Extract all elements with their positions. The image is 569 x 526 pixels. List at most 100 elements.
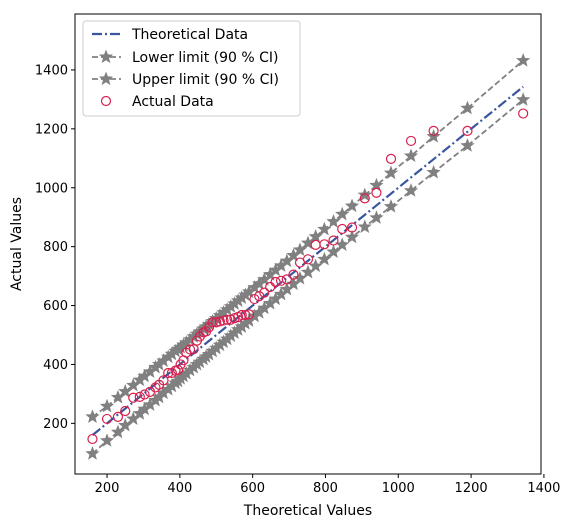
lower-limit-point	[220, 331, 235, 346]
y-axis-ticks: 200 400 600 800 1000 1200 1400	[35, 63, 75, 432]
lower-limit-point	[161, 381, 176, 396]
actual-data-point	[87, 433, 98, 445]
actual-data-point	[163, 367, 174, 379]
upper-limit-point	[369, 177, 384, 192]
upper-limit-point	[335, 206, 350, 221]
upper-limit-point	[234, 290, 249, 304]
upper-limit-point	[403, 148, 419, 163]
actual-data-point	[328, 235, 339, 246]
lower-limit-point	[326, 244, 341, 259]
upper-limit-point	[132, 372, 147, 387]
upper-limit-point	[230, 293, 246, 307]
lower-limit-point	[148, 392, 163, 407]
legend-star-lower	[98, 49, 114, 64]
actual-data-point	[270, 276, 281, 288]
lower-limit-point	[205, 343, 220, 358]
upper-limit-point	[223, 299, 238, 313]
upper-limit-point	[383, 165, 399, 180]
actual-data-point	[172, 364, 184, 376]
actual-data-point	[254, 291, 265, 302]
upper-limit-point	[273, 258, 289, 272]
upper-limit-point	[156, 353, 171, 367]
upper-limit-point	[99, 398, 115, 413]
actual-data-point	[265, 281, 276, 293]
actual-data-point	[158, 375, 169, 386]
lower-limit-point	[268, 291, 283, 306]
actual-data-point	[214, 316, 225, 327]
upper-limit-point	[216, 305, 231, 319]
lower-limit-point	[286, 276, 301, 291]
lower-limit-point	[110, 424, 126, 439]
lower-limit-point	[223, 328, 238, 342]
upper-limit-point	[257, 272, 272, 286]
lower-limit-point	[241, 313, 257, 327]
lower-limit-point	[460, 138, 475, 152]
upper-limit-point	[118, 384, 133, 398]
legend-label-upper: Upper limit (90 % CI)	[132, 72, 279, 88]
upper-limit-point	[308, 229, 323, 243]
lower-limit-point	[216, 334, 231, 349]
actual-data-point	[236, 309, 247, 321]
actual-data-point	[184, 344, 196, 355]
y-tick-label: 1200	[35, 122, 68, 137]
upper-limit-point	[268, 262, 283, 277]
actual-data-point	[428, 125, 439, 137]
lower-limit-point	[292, 270, 308, 285]
actual-data-point	[385, 153, 397, 164]
actual-data-point	[211, 317, 222, 328]
lower-limit-point	[85, 446, 100, 460]
y-tick-label: 1400	[35, 63, 68, 78]
upper-limit-point	[286, 247, 301, 262]
upper-limit-point	[212, 308, 228, 322]
lower-limit-point	[357, 219, 372, 233]
lower-limit-point	[151, 389, 167, 404]
upper-limit-point	[516, 53, 531, 67]
upper-limit-point	[161, 349, 176, 364]
series-layer	[85, 53, 531, 460]
x-tick-label: 1200	[455, 481, 488, 496]
x-axis-ticks: 200 400 600 800 1000 1200 1400	[95, 474, 560, 496]
lower-limit-point	[383, 199, 399, 213]
lower-limit-point	[300, 264, 316, 279]
upper-limit-point	[142, 364, 158, 378]
lower-limit-point	[179, 366, 194, 380]
actual-data-point	[302, 254, 314, 265]
x-tick-label: 200	[95, 481, 120, 496]
upper-limit-point	[247, 280, 262, 294]
lower-limit-point	[247, 308, 262, 323]
actual-data-point	[222, 314, 233, 325]
actual-data-point	[405, 135, 417, 147]
lower-limit-point	[142, 397, 158, 411]
actual-data-point	[346, 222, 358, 233]
upper-limit-point	[263, 267, 278, 281]
lower-limit-point	[182, 362, 198, 377]
actual-data-point	[139, 389, 150, 400]
lower-limit-point	[230, 322, 246, 336]
actual-data-point	[275, 275, 287, 286]
y-tick-label: 600	[43, 299, 68, 314]
legend-label-actual: Actual Data	[132, 94, 214, 110]
actual-data-point	[207, 317, 218, 328]
actual-data-point	[128, 392, 139, 403]
actual-data-point	[120, 405, 131, 417]
actual-data-point	[218, 315, 229, 326]
series-line-theoretical	[91, 85, 524, 436]
lower-limit-point	[156, 385, 171, 400]
actual-data-point	[337, 223, 348, 235]
actual-data-point	[288, 269, 299, 280]
upper-limit-point	[126, 377, 141, 392]
actual-data-point	[462, 125, 473, 137]
lower-limit-point	[369, 210, 384, 224]
lower-limit-point	[317, 251, 332, 266]
upper-limit-point	[344, 198, 360, 213]
actual-data-point	[240, 309, 251, 321]
upper-limit-point	[252, 276, 267, 290]
lower-limit-point	[273, 286, 289, 301]
upper-limit-point	[182, 332, 198, 346]
legend-handle-actual	[100, 95, 112, 107]
lower-limit-point	[238, 316, 253, 330]
upper-limit-point	[326, 214, 341, 228]
upper-limit-point	[279, 253, 295, 268]
upper-limit-point	[85, 409, 100, 423]
